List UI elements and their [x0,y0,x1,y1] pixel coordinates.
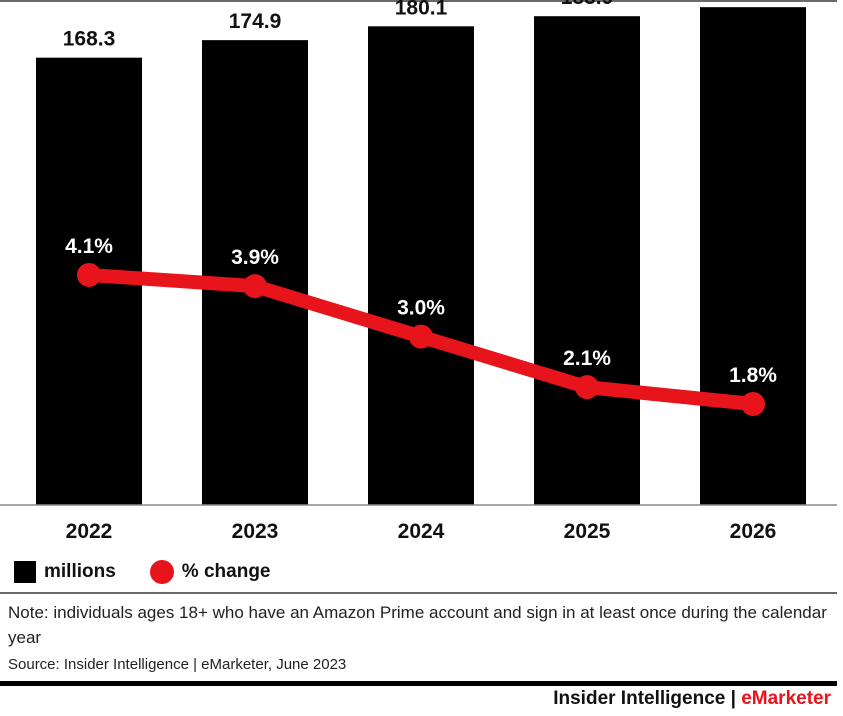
percent-change-label: 1.8% [729,364,777,387]
percent-change-labels-group: 4.1% 3.9% 3.0% 2.1% 1.8% [65,235,777,387]
percent-change-point [575,375,599,400]
x-tick-label: 2024 [398,520,445,543]
percent-change-point [741,392,765,416]
x-tick-labels-group: 2022 2023 2024 2025 2026 [66,520,777,543]
legend-swatch-millions [14,561,36,583]
legend-swatch-percent-change [149,560,174,584]
bar-2026 [700,7,806,505]
x-tick-label: 2023 [232,520,279,543]
footer-divider [0,592,837,594]
legend-label-millions: millions [44,561,116,582]
percent-change-point [409,324,433,349]
brand-accent: eMarketer [741,688,831,709]
chart-source: Source: Insider Intelligence | eMarketer… [8,656,347,673]
percent-change-point [77,262,101,287]
percent-change-label: 3.0% [397,297,445,320]
bar-value-label: 174.9 [229,10,282,33]
x-tick-label: 2026 [730,520,777,543]
bar-value-label: 180.1 [395,0,448,19]
percent-change-label: 4.1% [65,235,113,258]
percent-change-label: 2.1% [563,347,611,370]
percent-change-point [243,274,267,299]
chart-note: Note: individuals ages 18+ who have an A… [8,603,827,647]
footer-bar [0,681,837,686]
bar-2023 [202,40,308,505]
top-rule [0,0,837,2]
brand-logo: Insider Intelligence | eMarketer [553,688,831,710]
percent-change-points-group [77,262,765,416]
bar-value-label: 168.3 [63,28,116,51]
x-tick-label: 2022 [66,520,113,543]
brand-name: Insider Intelligence | [553,688,742,709]
percent-change-label: 3.9% [231,246,279,269]
bar-2025 [534,16,640,505]
x-tick-label: 2025 [564,520,611,543]
legend-label-percent-change: % change [181,561,271,582]
bar-2024 [368,26,474,505]
bar-value-label: 183.9 [561,0,614,9]
legend: millions % change [14,558,271,586]
bars-group [36,7,806,505]
